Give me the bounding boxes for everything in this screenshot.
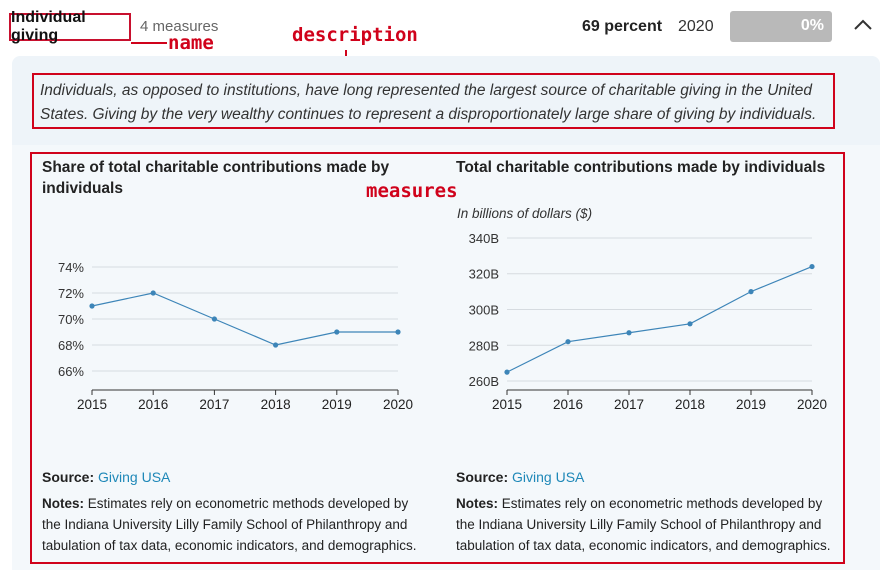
y-tick-label: 72% — [58, 286, 84, 301]
name-annotation-line — [131, 42, 167, 44]
notes-label: Notes: — [456, 496, 499, 511]
measures-count: 4 measures — [140, 18, 219, 35]
data-point — [334, 329, 340, 335]
source-label: Source: — [42, 469, 95, 485]
notes-label: Notes: — [42, 496, 85, 511]
measure-name: Individual giving — [9, 9, 131, 44]
source-line-left: Source: Giving USA — [42, 469, 170, 485]
progress-bar: 0% — [730, 11, 832, 42]
x-tick-label: 2020 — [383, 397, 413, 412]
chevron-up-icon[interactable] — [852, 14, 874, 36]
y-tick-label: 300B — [469, 303, 499, 318]
data-point — [150, 290, 156, 296]
source-line-right: Source: Giving USA — [456, 469, 584, 485]
series-line — [91, 292, 398, 346]
description-text: Individuals, as opposed to institutions,… — [32, 73, 835, 129]
x-tick-label: 2016 — [138, 397, 168, 412]
y-tick-label: 66% — [58, 364, 84, 379]
source-link[interactable]: Giving USA — [98, 469, 171, 485]
chart-title-total: Total charitable contributions made by i… — [456, 159, 826, 176]
x-tick-label: 2018 — [675, 397, 705, 412]
x-tick-label: 2017 — [199, 397, 229, 412]
chart-total-contributions: 260B 280B 300B 320B 340B 2015 2016 2017 2018 2019… — [469, 231, 827, 412]
chart-title-share: Share of total charitable contributions … — [42, 159, 390, 197]
description-annotation: description — [292, 24, 418, 46]
data-point — [687, 321, 693, 327]
y-tick-label: 320B — [469, 267, 499, 282]
notes-text: Estimates rely on econometric methods de… — [42, 496, 417, 553]
data-point — [273, 342, 279, 348]
data-point — [626, 330, 632, 336]
x-tick-label: 2019 — [736, 397, 766, 412]
chart-share-of-giving: 66% 68% 70% 72% 74% 2015 2016 2017 2018 2019 2020 — [58, 260, 413, 412]
data-point — [395, 329, 401, 335]
chart-subtitle-total: In billions of dollars ($) — [457, 206, 593, 221]
progress-label: 0% — [800, 17, 824, 34]
x-tick-label: 2016 — [553, 397, 583, 412]
x-tick-label: 2017 — [614, 397, 644, 412]
percent-value: 69 percent — [582, 18, 663, 35]
name-annotation: name — [168, 32, 214, 54]
data-point — [809, 263, 815, 270]
series-line — [506, 266, 813, 373]
data-point — [211, 316, 217, 322]
data-point — [89, 303, 95, 309]
x-tick-label: 2020 — [797, 397, 827, 412]
y-tick-label: 340B — [469, 231, 499, 246]
data-point — [504, 369, 510, 375]
notes-left: Notes: Estimates rely on econometric met… — [42, 493, 427, 556]
x-tick-label: 2018 — [261, 397, 291, 412]
measures-area — [12, 145, 880, 570]
x-tick-label: 2015 — [77, 397, 107, 412]
x-tick-label: 2019 — [322, 397, 352, 412]
y-tick-label: 280B — [469, 338, 499, 353]
year-value: 2020 — [678, 18, 714, 35]
measures-annotation: measures — [366, 180, 458, 202]
measures-highlight — [30, 152, 845, 564]
y-tick-label: 70% — [58, 312, 84, 327]
y-tick-label: 68% — [58, 338, 84, 353]
notes-text: Estimates rely on econometric methods de… — [456, 496, 831, 553]
y-tick-label: 260B — [469, 374, 499, 389]
source-link[interactable]: Giving USA — [512, 469, 585, 485]
y-tick-label: 74% — [58, 260, 84, 275]
data-point — [748, 289, 754, 295]
x-tick-label: 2015 — [492, 397, 522, 412]
data-point — [565, 339, 571, 345]
source-label: Source: — [456, 469, 509, 485]
notes-right: Notes: Estimates rely on econometric met… — [456, 493, 841, 556]
